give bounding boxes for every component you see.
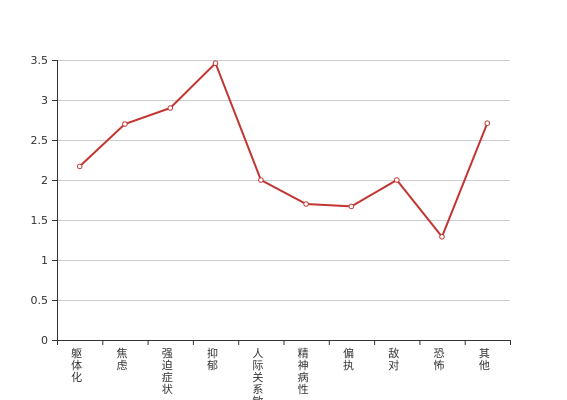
data-point[interactable] bbox=[122, 121, 128, 127]
data-point[interactable] bbox=[303, 201, 309, 207]
x-tick-label-char: 关 bbox=[252, 370, 263, 384]
x-tick-label-char: 虑 bbox=[116, 359, 127, 372]
y-tick-label: 2.5 bbox=[31, 134, 49, 147]
y-tick-label: 0.5 bbox=[31, 294, 49, 307]
data-point[interactable] bbox=[484, 120, 491, 126]
x-tick-label-char: 敏 bbox=[252, 394, 263, 400]
x-tick-label-char: 系 bbox=[252, 383, 263, 396]
x-tick-label: 强迫症状 bbox=[162, 347, 173, 396]
x-tick-label-char: 神 bbox=[298, 358, 309, 372]
x-tick-label-char: 症 bbox=[162, 370, 173, 384]
x-tick-label-char: 际 bbox=[252, 359, 263, 372]
x-tick-label-char: 偏 bbox=[343, 346, 354, 360]
x-tick-label: 躯体化 bbox=[71, 347, 82, 384]
data-point[interactable] bbox=[394, 177, 400, 183]
x-tick-label: 敌对 bbox=[388, 346, 399, 372]
x-tick-label-char: 郁 bbox=[207, 358, 218, 372]
series-line bbox=[79, 62, 489, 238]
x-tick-label-char: 病 bbox=[298, 370, 309, 384]
x-tick-label-char: 恐 bbox=[434, 347, 445, 360]
x-tick-label: 其他 bbox=[479, 347, 490, 372]
x-tick-label-char: 其 bbox=[479, 347, 490, 360]
y-axis-tick-labels: 0 0.5 1 1.5 2 2.5 3 3.5 bbox=[31, 54, 49, 347]
x-axis-tick-labels: 躯体化 焦虑 强迫症状 抑郁 人际关系敏感 精神病性 偏执 敌对 恐怖 其他 bbox=[71, 346, 490, 400]
data-point[interactable] bbox=[212, 60, 219, 67]
x-tick-label-char: 迫 bbox=[162, 358, 173, 372]
data-point[interactable] bbox=[76, 163, 83, 170]
x-tick-label: 焦虑 bbox=[116, 347, 127, 372]
x-tick-label-char: 强 bbox=[162, 347, 173, 360]
x-tick-label-char: 抑 bbox=[207, 346, 218, 360]
x-tick-label-char: 敌 bbox=[388, 346, 399, 360]
x-tick-label: 恐怖 bbox=[434, 347, 445, 372]
axes bbox=[52, 60, 511, 345]
x-tick-label-char: 性 bbox=[298, 382, 309, 396]
series-layer bbox=[76, 60, 491, 240]
x-tick-label-char: 躯 bbox=[71, 347, 82, 360]
x-tick-label-char: 他 bbox=[479, 359, 490, 372]
y-tick-label: 3 bbox=[41, 94, 48, 107]
x-tick-label-char: 化 bbox=[71, 370, 82, 384]
x-tick-label-char: 对 bbox=[388, 358, 399, 372]
y-tick-label: 3.5 bbox=[31, 54, 49, 67]
x-tick-label-char: 人 bbox=[252, 347, 263, 360]
x-tick-label-char: 焦 bbox=[116, 347, 127, 360]
data-point[interactable] bbox=[348, 203, 355, 210]
x-tick-label: 偏执 bbox=[343, 346, 354, 372]
grid-lines bbox=[57, 60, 510, 301]
x-tick-label-char: 执 bbox=[343, 358, 354, 372]
x-tick-label: 抑郁 bbox=[207, 346, 218, 372]
y-tick-label: 2 bbox=[41, 174, 48, 187]
x-tick-label-char: 体 bbox=[71, 358, 82, 372]
y-tick-label: 1 bbox=[41, 254, 48, 267]
data-point[interactable] bbox=[439, 234, 445, 240]
x-tick-label: 精神病性 bbox=[298, 347, 309, 396]
x-tick-label-char: 怖 bbox=[434, 358, 445, 372]
x-tick-label-char: 精 bbox=[298, 347, 309, 360]
data-point[interactable] bbox=[167, 105, 174, 111]
x-tick-label: 人际关系敏感 bbox=[252, 347, 263, 400]
x-tick-label-char: 状 bbox=[162, 382, 173, 396]
y-tick-label: 0 bbox=[41, 334, 48, 347]
data-point[interactable] bbox=[258, 177, 264, 183]
y-tick-label: 1.5 bbox=[31, 214, 49, 227]
